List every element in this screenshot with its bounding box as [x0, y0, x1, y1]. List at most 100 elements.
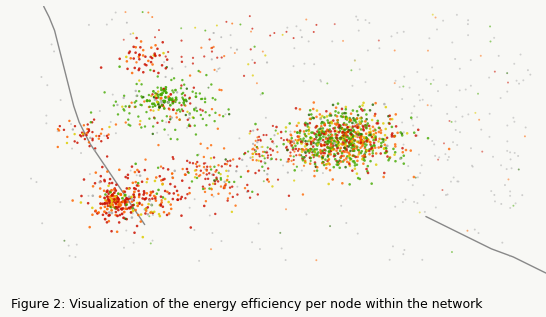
Point [348, 108, 357, 113]
Point [116, 191, 125, 197]
Point [111, 210, 120, 215]
Point [304, 139, 312, 144]
Point [129, 44, 138, 49]
Point [410, 130, 419, 135]
Point [124, 196, 133, 201]
Point [135, 52, 144, 57]
Point [147, 45, 156, 50]
Point [110, 186, 119, 191]
Point [270, 133, 279, 138]
Point [154, 165, 163, 170]
Point [352, 144, 361, 149]
Point [368, 135, 377, 140]
Point [362, 135, 371, 140]
Point [343, 133, 352, 139]
Point [169, 197, 177, 202]
Point [132, 186, 140, 191]
Point [158, 63, 167, 68]
Point [347, 157, 355, 162]
Point [385, 113, 394, 118]
Point [256, 247, 264, 252]
Point [357, 138, 365, 143]
Point [503, 71, 512, 76]
Point [371, 131, 380, 136]
Point [333, 159, 342, 165]
Point [296, 28, 305, 33]
Point [263, 155, 272, 160]
Point [233, 184, 242, 189]
Point [224, 196, 233, 201]
Point [351, 58, 359, 63]
Point [353, 125, 362, 130]
Point [251, 150, 259, 155]
Point [191, 123, 199, 128]
Point [336, 124, 345, 129]
Point [258, 164, 266, 169]
Point [151, 103, 159, 108]
Point [323, 114, 331, 119]
Point [331, 132, 340, 137]
Point [428, 139, 437, 144]
Point [468, 164, 477, 169]
Point [511, 201, 520, 206]
Point [286, 150, 295, 155]
Point [321, 157, 330, 162]
Point [233, 47, 241, 52]
Point [145, 214, 153, 219]
Point [345, 136, 353, 141]
Point [153, 130, 162, 135]
Point [79, 133, 88, 138]
Point [119, 189, 128, 194]
Point [160, 177, 169, 182]
Point [422, 77, 431, 82]
Point [222, 168, 230, 173]
Point [305, 138, 313, 143]
Point [347, 129, 355, 134]
Point [258, 153, 266, 158]
Point [129, 31, 138, 36]
Point [298, 147, 307, 152]
Point [383, 135, 391, 140]
Point [112, 182, 121, 187]
Point [246, 155, 255, 160]
Point [249, 152, 258, 157]
Point [348, 120, 357, 126]
Point [68, 127, 77, 132]
Point [429, 12, 437, 17]
Point [282, 125, 290, 130]
Point [292, 24, 301, 29]
Point [184, 170, 193, 175]
Point [330, 22, 339, 27]
Point [166, 103, 175, 108]
Point [100, 179, 109, 184]
Point [171, 87, 180, 93]
Point [334, 140, 343, 145]
Point [354, 147, 363, 152]
Point [68, 198, 77, 203]
Point [301, 133, 310, 138]
Point [518, 193, 527, 198]
Point [254, 138, 263, 143]
Point [338, 142, 347, 147]
Point [319, 120, 328, 125]
Point [108, 92, 117, 97]
Point [316, 78, 325, 83]
Point [86, 135, 94, 140]
Point [140, 207, 149, 212]
Point [88, 193, 97, 198]
Point [467, 163, 476, 168]
Point [338, 114, 347, 120]
Point [301, 144, 310, 149]
Point [497, 201, 506, 206]
Point [334, 125, 343, 130]
Point [221, 161, 229, 166]
Point [346, 152, 354, 157]
Point [32, 179, 41, 184]
Point [100, 178, 109, 183]
Point [201, 110, 210, 115]
Point [85, 127, 93, 132]
Point [199, 186, 207, 191]
Point [289, 154, 298, 159]
Point [363, 123, 372, 128]
Point [106, 189, 115, 194]
